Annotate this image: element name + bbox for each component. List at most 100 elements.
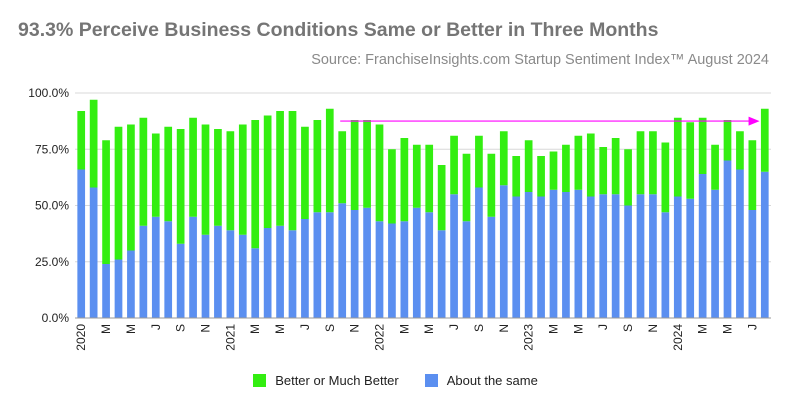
bar-about-the-same xyxy=(524,192,533,318)
bar-better xyxy=(338,131,347,204)
chart-title: 93.3% Perceive Business Conditions Same … xyxy=(18,19,659,41)
bar-better xyxy=(723,120,732,161)
bar-better xyxy=(412,144,421,208)
y-tick-label: 25.0% xyxy=(35,255,69,269)
bar-better xyxy=(201,124,210,235)
bar-about-the-same xyxy=(686,198,695,318)
bar-better xyxy=(189,117,197,217)
bar-about-the-same xyxy=(537,196,545,318)
x-tick-label: 2022 xyxy=(373,324,387,351)
x-tick-label: M xyxy=(547,324,561,334)
bar-about-the-same xyxy=(301,219,309,318)
x-tick-label: M xyxy=(99,324,113,334)
x-tick-label: M xyxy=(571,324,585,334)
x-tick-label: M xyxy=(248,324,262,334)
x-tick-label: N xyxy=(646,324,660,333)
bar-about-the-same xyxy=(214,225,222,318)
x-tick-label: M xyxy=(273,324,287,334)
bar-about-the-same xyxy=(760,171,769,318)
x-tick-label: J xyxy=(596,324,610,330)
x-tick-label: J xyxy=(298,324,312,330)
bar-about-the-same xyxy=(151,216,160,318)
bar-about-the-same xyxy=(189,216,197,318)
chart-subtitle: Source: FranchiseInsights.com Startup Se… xyxy=(311,52,769,68)
bar-about-the-same xyxy=(412,207,421,318)
x-tick-label: S xyxy=(323,324,337,332)
bar-better xyxy=(325,108,334,213)
bar-better xyxy=(263,115,272,228)
x-tick-label: 2023 xyxy=(522,324,536,351)
bar-better xyxy=(760,108,769,172)
bar-about-the-same xyxy=(736,169,744,318)
bar-about-the-same xyxy=(276,225,284,318)
bar-better xyxy=(624,149,632,206)
bar-about-the-same xyxy=(512,196,521,318)
bar-about-the-same xyxy=(114,259,123,318)
bar-better xyxy=(649,131,657,195)
bar-better xyxy=(599,147,608,195)
bar-about-the-same xyxy=(499,185,508,318)
x-tick-label: S xyxy=(621,324,635,332)
bar-better xyxy=(586,133,595,197)
bar-better xyxy=(748,140,757,210)
bar-about-the-same xyxy=(400,221,409,318)
bar-better xyxy=(400,138,409,222)
bar-about-the-same xyxy=(350,210,359,318)
bar-better xyxy=(151,133,160,217)
legend-item-same: About the same xyxy=(424,373,538,388)
bar-better xyxy=(698,117,707,174)
bar-better xyxy=(388,149,396,224)
bar-better xyxy=(661,142,670,213)
bar-about-the-same xyxy=(176,243,185,318)
bar-about-the-same xyxy=(574,189,583,318)
bar-about-the-same xyxy=(201,234,210,318)
bar-about-the-same xyxy=(599,194,608,318)
bar-about-the-same xyxy=(226,230,235,318)
bar-about-the-same xyxy=(549,189,558,318)
bar-about-the-same xyxy=(562,192,570,318)
bar-about-the-same xyxy=(437,230,446,318)
legend-swatch-better xyxy=(253,374,267,387)
x-tick-label: M xyxy=(422,324,436,334)
bar-better xyxy=(475,135,483,188)
bar-better xyxy=(89,99,98,188)
bar-about-the-same xyxy=(164,221,173,318)
bar-about-the-same xyxy=(325,212,334,318)
bar-better xyxy=(549,151,558,190)
annotation-arrow-head xyxy=(748,116,760,126)
bar-better xyxy=(313,120,322,213)
bar-better xyxy=(363,120,371,208)
bar-about-the-same xyxy=(698,174,707,318)
bar-about-the-same xyxy=(139,225,148,318)
bar-about-the-same xyxy=(425,212,434,318)
bar-better xyxy=(611,138,620,195)
bar-about-the-same xyxy=(624,205,632,318)
bar-better xyxy=(524,140,533,192)
bar-better xyxy=(462,153,471,222)
bar-about-the-same xyxy=(748,210,757,318)
bar-better xyxy=(301,126,309,219)
x-tick-label: M xyxy=(397,324,411,334)
bar-better xyxy=(276,111,284,226)
bar-better xyxy=(537,156,545,197)
bar-better xyxy=(102,140,110,264)
bar-about-the-same xyxy=(127,250,135,318)
legend-label-better: Better or Much Better xyxy=(275,373,399,388)
y-tick-label: 50.0% xyxy=(35,199,69,213)
x-tick-label: N xyxy=(497,324,511,333)
bar-about-the-same xyxy=(238,234,247,318)
y-tick-label: 75.0% xyxy=(35,142,69,156)
x-tick-label: S xyxy=(472,324,486,332)
legend-item-better: Better or Much Better xyxy=(253,373,399,388)
x-tick-label: 2024 xyxy=(671,324,685,351)
bar-about-the-same xyxy=(363,207,371,318)
x-tick-label: J xyxy=(149,324,163,330)
bar-better xyxy=(288,111,297,231)
x-tick-label: S xyxy=(174,324,188,332)
bar-better xyxy=(562,144,570,192)
bar-better xyxy=(512,156,521,197)
bar-better xyxy=(736,131,744,170)
bar-about-the-same xyxy=(586,196,595,318)
bar-better xyxy=(114,126,123,260)
bar-about-the-same xyxy=(375,221,384,318)
